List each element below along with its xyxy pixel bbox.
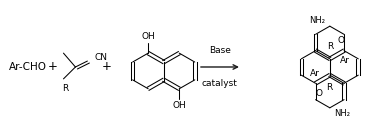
- Text: R: R: [62, 84, 69, 93]
- Text: R: R: [326, 83, 332, 92]
- Text: O: O: [338, 36, 345, 45]
- Text: R: R: [328, 42, 334, 51]
- Text: Ar: Ar: [340, 56, 350, 65]
- Text: Ar-CHO: Ar-CHO: [9, 62, 47, 72]
- Text: NH₂: NH₂: [310, 16, 326, 25]
- Text: Base: Base: [209, 46, 231, 55]
- Text: O: O: [315, 89, 322, 98]
- Text: CN: CN: [94, 53, 107, 62]
- Text: OH: OH: [172, 101, 186, 110]
- Text: +: +: [102, 61, 111, 74]
- Text: NH₂: NH₂: [334, 109, 350, 118]
- Text: catalyst: catalyst: [202, 79, 238, 88]
- Text: +: +: [47, 61, 58, 74]
- Text: Ar: Ar: [310, 69, 320, 78]
- Text: OH: OH: [141, 32, 155, 41]
